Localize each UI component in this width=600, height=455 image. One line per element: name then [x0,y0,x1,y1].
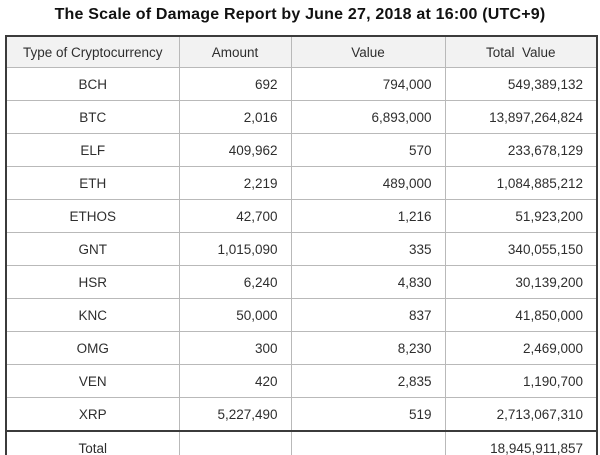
total-cell: 340,055,150 [444,232,598,266]
value-cell: 4,830 [290,265,446,299]
total-amount-cell [178,430,292,455]
col-header-currency: Type of Cryptocurrency [5,35,180,68]
currency-cell: ETH [5,166,180,200]
total-cell: 51,923,200 [444,199,598,233]
total-cell: 549,389,132 [444,67,598,101]
table-row-ven: VEN 420 2,835 1,190,700 [5,364,598,398]
currency-cell: ELF [5,133,180,167]
currency-cell: GNT [5,232,180,266]
amount-cell: 420 [178,364,292,398]
amount-cell: 6,240 [178,265,292,299]
page-title: The Scale of Damage Report by June 27, 2… [54,6,546,23]
total-cell: 30,139,200 [444,265,598,299]
amount-cell: 300 [178,331,292,365]
total-value-cell [290,430,446,455]
value-cell: 2,835 [290,364,446,398]
amount-cell: 42,700 [178,199,292,233]
value-cell: 519 [290,397,446,432]
table-row-xrp: XRP 5,227,490 519 2,713,067,310 [5,397,598,432]
currency-cell: BTC [5,100,180,134]
value-cell: 8,230 [290,331,446,365]
table-row-ethos: ETHOS 42,700 1,216 51,923,200 [5,199,598,233]
total-cell: 233,678,129 [444,133,598,167]
total-label-cell: Total [5,430,180,455]
currency-cell: VEN [5,364,180,398]
currency-cell: ETHOS [5,199,180,233]
value-cell: 6,893,000 [290,100,446,134]
value-cell: 794,000 [290,67,446,101]
amount-cell: 692 [178,67,292,101]
value-cell: 335 [290,232,446,266]
damage-report-table: Type of Cryptocurrency Amount Value Tota… [5,35,598,455]
header-row: Type of Cryptocurrency Amount Value Tota… [5,35,598,68]
table-row-elf: ELF 409,962 570 233,678,129 [5,133,598,167]
amount-cell: 2,219 [178,166,292,200]
currency-cell: OMG [5,331,180,365]
col-header-total: Total Value [444,35,598,68]
total-cell: 2,469,000 [444,331,598,365]
total-cell: 1,190,700 [444,364,598,398]
grand-total-cell: 18,945,911,857 [444,430,598,455]
amount-cell: 409,962 [178,133,292,167]
amount-cell: 50,000 [178,298,292,332]
table-row-knc: KNC 50,000 837 41,850,000 [5,298,598,332]
amount-cell: 1,015,090 [178,232,292,266]
currency-cell: HSR [5,265,180,299]
col-header-amount: Amount [178,35,292,68]
table-row-btc: BTC 2,016 6,893,000 13,897,264,824 [5,100,598,134]
col-header-value: Value [290,35,446,68]
amount-cell: 5,227,490 [178,397,292,432]
table-row-gnt: GNT 1,015,090 335 340,055,150 [5,232,598,266]
table-row-hsr: HSR 6,240 4,830 30,139,200 [5,265,598,299]
value-cell: 1,216 [290,199,446,233]
table-row-total: Total 18,945,911,857 [5,430,598,455]
currency-cell: BCH [5,67,180,101]
amount-cell: 2,016 [178,100,292,134]
table-row-omg: OMG 300 8,230 2,469,000 [5,331,598,365]
currency-cell: XRP [5,397,180,432]
total-cell: 2,713,067,310 [444,397,598,432]
total-cell: 13,897,264,824 [444,100,598,134]
currency-cell: KNC [5,298,180,332]
value-cell: 570 [290,133,446,167]
value-cell: 489,000 [290,166,446,200]
total-cell: 1,084,885,212 [444,166,598,200]
total-cell: 41,850,000 [444,298,598,332]
table-row-eth: ETH 2,219 489,000 1,084,885,212 [5,166,598,200]
value-cell: 837 [290,298,446,332]
table-row-bch: BCH 692 794,000 549,389,132 [5,67,598,101]
